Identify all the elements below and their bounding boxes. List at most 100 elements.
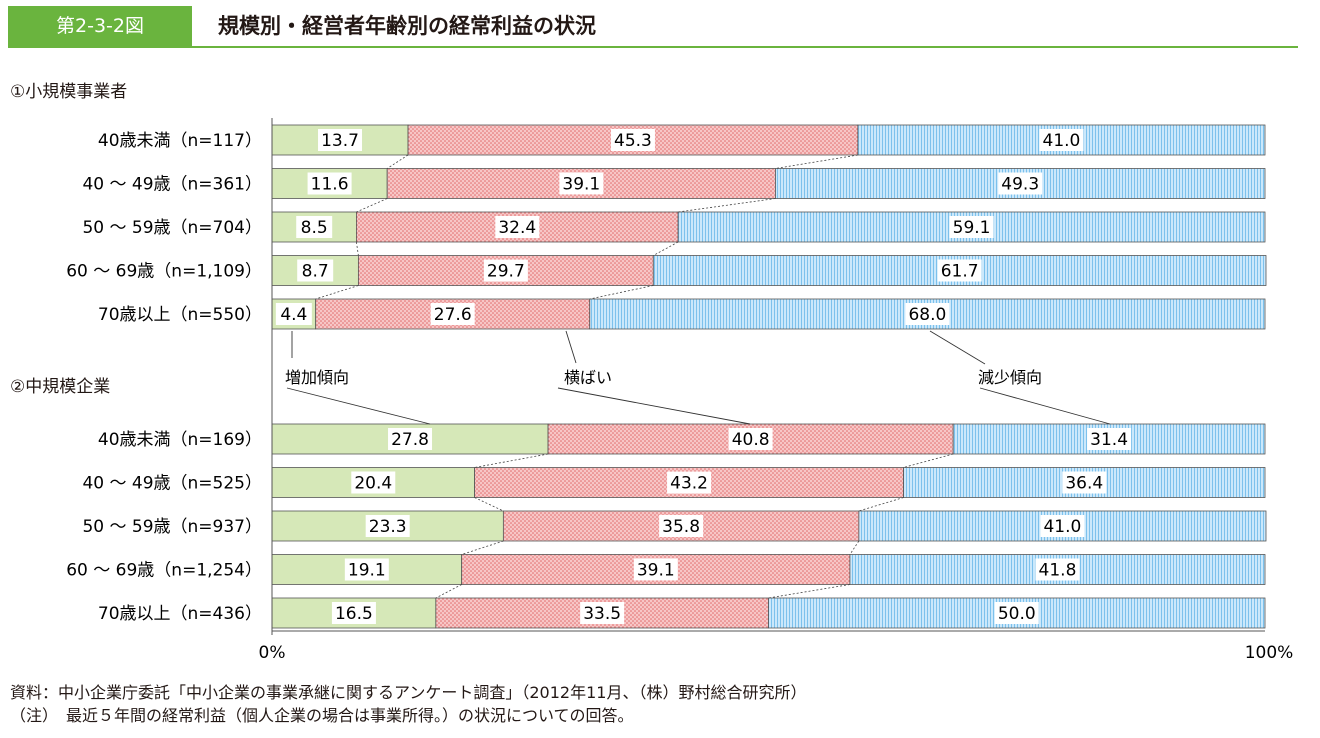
data-label-bg xyxy=(1035,558,1080,581)
data-label-bg xyxy=(365,515,410,537)
data-label: 50.0 xyxy=(998,604,1036,624)
header-rule xyxy=(8,46,1298,48)
category-label: 40歳未満（n=169） xyxy=(98,430,262,450)
section-title-medium: ②中規模企業 xyxy=(10,377,111,397)
category-label: 50 〜 59歳（n=937） xyxy=(82,517,262,537)
data-label: 39.1 xyxy=(562,175,600,195)
data-label-bg xyxy=(344,558,389,581)
data-label-bg xyxy=(351,471,396,494)
data-label-bg xyxy=(1040,515,1085,537)
data-label-bg xyxy=(296,216,333,238)
data-label: 8.7 xyxy=(302,262,329,282)
footnote: （注） 最近５年間の経常利益（個人企業の場合は事業所得。）の状況についての回答。 xyxy=(10,706,634,725)
data-label-bg xyxy=(430,303,475,325)
category-label: 60 〜 69歳（n=1,109） xyxy=(66,262,262,282)
data-label-bg xyxy=(937,259,982,282)
annotation-leader xyxy=(979,387,1111,425)
data-label: 41.8 xyxy=(1039,561,1077,581)
data-label-bg xyxy=(495,216,540,238)
data-label: 68.0 xyxy=(908,305,946,325)
data-label: 8.5 xyxy=(301,218,328,238)
connector-line xyxy=(858,497,904,512)
connector-line xyxy=(768,584,850,599)
connector-line xyxy=(435,584,462,599)
annotation-leader xyxy=(565,330,577,364)
connector-line xyxy=(653,241,679,256)
connector-line xyxy=(474,497,504,512)
category-label: 50 〜 59歳（n=704） xyxy=(82,218,262,238)
connector-line xyxy=(849,540,860,555)
data-label-bg xyxy=(659,515,704,537)
section-title-small: ①小規模事業者 xyxy=(10,82,128,102)
category-label: 40 〜 49歳（n=525） xyxy=(82,474,262,494)
data-label: 31.4 xyxy=(1090,430,1128,450)
data-label: 61.7 xyxy=(941,262,979,282)
data-label-bg xyxy=(297,259,334,282)
data-label-bg xyxy=(728,428,773,450)
data-label: 29.7 xyxy=(487,262,525,282)
connector-line xyxy=(356,198,388,213)
category-label: 70歳以上（n=436） xyxy=(98,604,262,624)
data-label: 49.3 xyxy=(1001,175,1039,195)
data-label-bg xyxy=(388,428,433,450)
annotation-leader xyxy=(286,387,431,425)
data-label-bg xyxy=(998,172,1043,195)
connector-line xyxy=(461,540,504,555)
data-label-bg xyxy=(307,172,352,195)
legend-decrease: 減少傾向 xyxy=(978,368,1042,387)
data-label-bg xyxy=(1087,428,1132,450)
connector-line xyxy=(386,154,409,169)
figure-number: 第2-3-2図 xyxy=(8,6,192,46)
connector-line xyxy=(775,154,858,169)
connector-line xyxy=(315,285,359,300)
data-label: 27.8 xyxy=(391,430,429,450)
data-label-bg xyxy=(905,303,950,325)
data-label-bg xyxy=(1062,471,1107,494)
data-label-bg xyxy=(667,471,712,494)
data-label: 40.8 xyxy=(732,430,770,450)
data-label-bg xyxy=(275,303,312,325)
data-label: 35.8 xyxy=(662,517,700,537)
data-label: 23.3 xyxy=(369,517,407,537)
data-label: 32.4 xyxy=(498,218,536,238)
data-label: 33.5 xyxy=(583,604,621,624)
annotation-leader xyxy=(557,387,751,425)
connector-line xyxy=(903,453,954,468)
data-label-bg xyxy=(949,216,994,238)
data-label: 43.2 xyxy=(670,474,708,494)
data-label: 41.0 xyxy=(1043,131,1081,151)
data-label-bg xyxy=(331,602,376,624)
data-label-bg xyxy=(994,602,1039,624)
source-note: 資料：中小企業庁委託「中小企業の事業承継に関するアンケート調査」（2012年11… xyxy=(10,683,807,702)
category-label: 70歳以上（n=550） xyxy=(98,305,262,325)
data-label: 59.1 xyxy=(953,218,991,238)
legend-increase: 増加傾向 xyxy=(285,368,349,387)
connector-line xyxy=(589,285,654,300)
category-label: 40 〜 49歳（n=361） xyxy=(82,175,262,195)
x-tick-label: 0% xyxy=(259,643,286,663)
figure-header: 第2-3-2図 規模別・経営者年齢別の経常利益の状況 xyxy=(8,6,1298,48)
data-label-bg xyxy=(610,129,655,151)
x-tick-label: 100% xyxy=(1245,643,1294,663)
data-label-bg xyxy=(483,259,528,282)
data-label: 19.1 xyxy=(348,561,386,581)
data-label-bg xyxy=(318,129,363,151)
data-label: 20.4 xyxy=(354,474,392,494)
data-label-bg xyxy=(580,602,625,624)
data-label: 13.7 xyxy=(321,131,359,151)
connector-line xyxy=(474,453,549,468)
category-label: 40歳未満（n=117） xyxy=(98,131,262,151)
data-label: 27.6 xyxy=(434,305,472,325)
data-label-bg xyxy=(633,558,678,581)
figure-title: 規模別・経営者年齢別の経常利益の状況 xyxy=(218,14,596,38)
data-label: 4.4 xyxy=(280,305,307,325)
data-label: 11.6 xyxy=(311,175,349,195)
data-label-bg xyxy=(559,172,604,195)
connector-line xyxy=(678,198,776,213)
data-label: 41.0 xyxy=(1043,517,1081,537)
data-label: 39.1 xyxy=(637,561,675,581)
legend-flat: 横ばい xyxy=(564,368,612,387)
data-label: 16.5 xyxy=(335,604,373,624)
data-label-bg xyxy=(1039,129,1084,151)
